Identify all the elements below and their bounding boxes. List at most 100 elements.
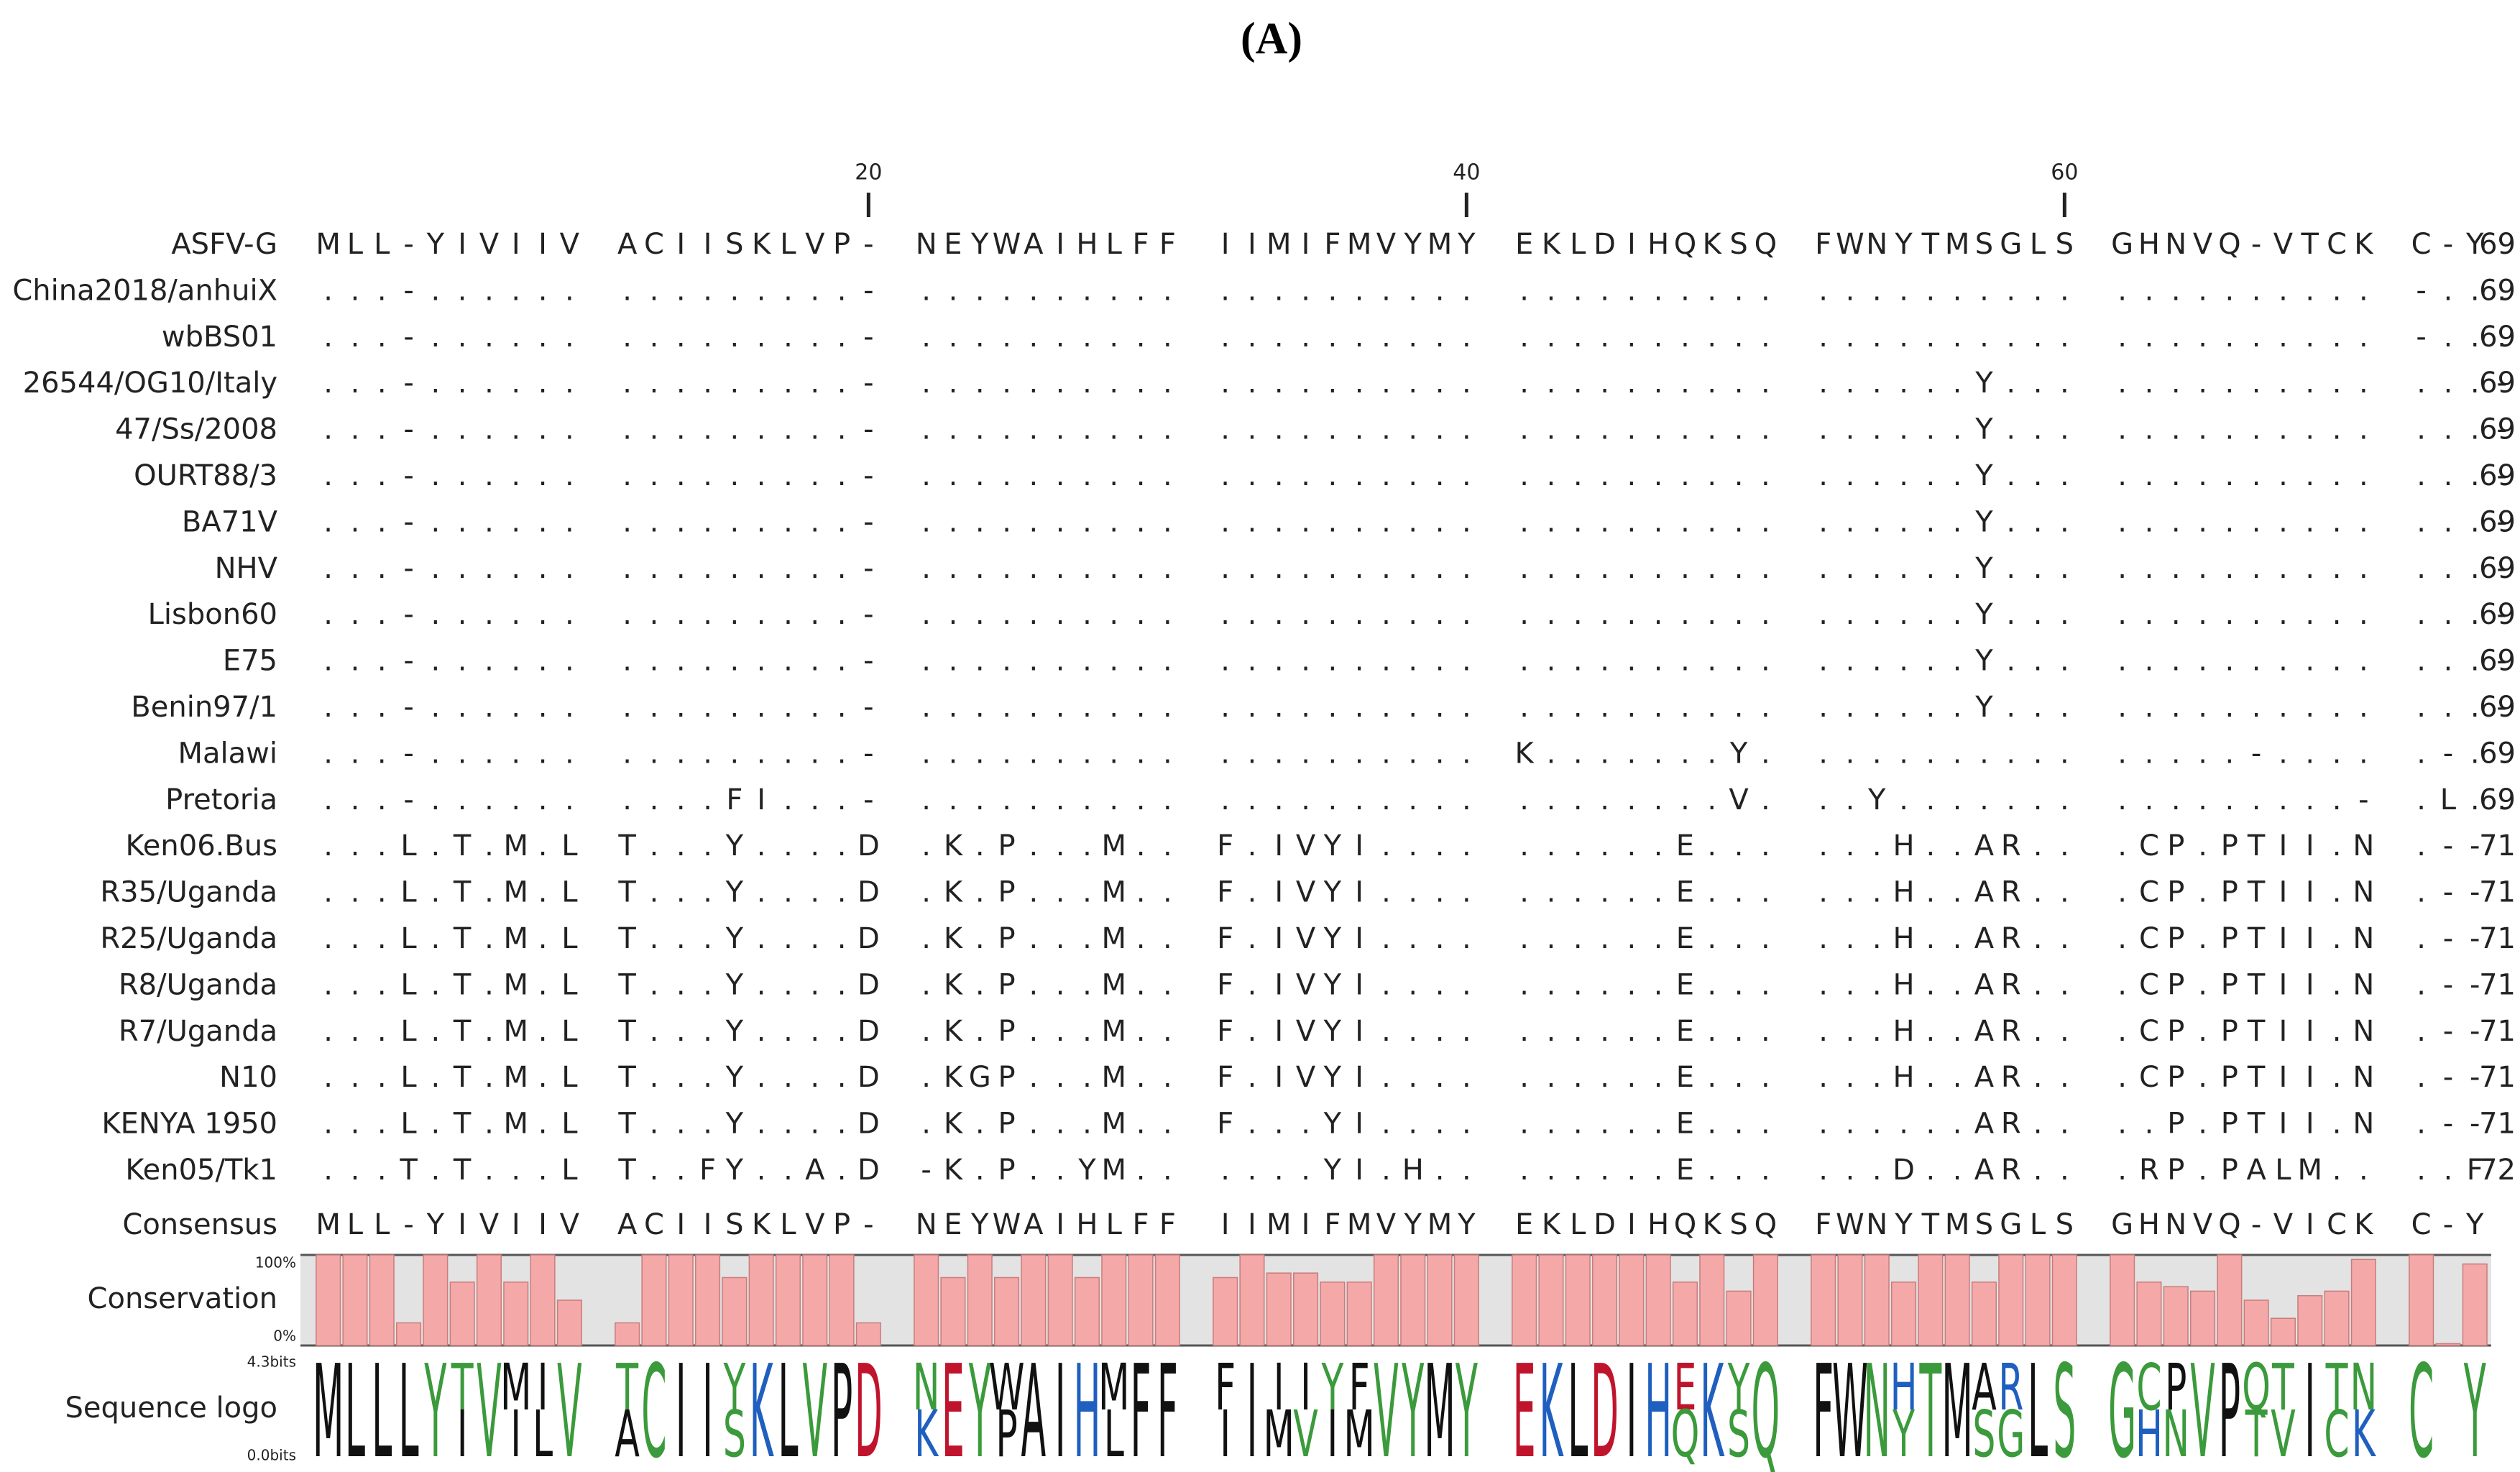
residue: . <box>1136 367 1146 400</box>
residue: F <box>1324 228 1341 261</box>
residue: . <box>2198 968 2207 1001</box>
residue: . <box>1301 459 1310 492</box>
residue: . <box>837 829 847 862</box>
residue: K <box>1515 737 1535 770</box>
residue: . <box>2117 459 2127 492</box>
logo-letter: I <box>2304 1338 2315 1472</box>
residue: . <box>1408 413 1417 446</box>
residue: . <box>323 876 333 909</box>
residue: . <box>921 691 931 724</box>
residue: A <box>1974 1154 1995 1187</box>
residue: . <box>1872 598 1882 631</box>
sequence-length: 69 <box>2479 228 2516 261</box>
residue: . <box>1600 459 1609 492</box>
logo-letter: M <box>1343 1398 1375 1472</box>
residue: . <box>2359 552 2368 585</box>
residue: . <box>1926 367 1935 400</box>
residue: . <box>1056 459 1065 492</box>
residue: . <box>1979 321 1989 354</box>
residue: . <box>1926 1154 1935 1187</box>
residue: . <box>2444 645 2453 678</box>
residue: E <box>944 228 962 261</box>
residue: . <box>351 829 360 862</box>
residue: L <box>1106 228 1123 261</box>
residue: M <box>316 228 341 261</box>
residue: . <box>1163 367 1172 400</box>
residue: I <box>2279 1061 2288 1094</box>
residue: P <box>2221 876 2238 909</box>
residue: . <box>1301 321 1310 354</box>
logo-letter: I <box>702 1338 713 1472</box>
residue: . <box>2198 459 2207 492</box>
residue: . <box>458 783 467 816</box>
residue: K <box>1703 228 1723 261</box>
residue: . <box>757 1061 766 1094</box>
residue: . <box>1547 645 1556 678</box>
residue: . <box>1761 505 1770 538</box>
consensus-residue: V <box>1376 1208 1397 1241</box>
residue: . <box>1680 367 1690 400</box>
residue: . <box>2145 737 2154 770</box>
residue: . <box>676 922 686 955</box>
residue: . <box>2278 505 2288 538</box>
residue: - <box>863 737 873 770</box>
logo-letter: C <box>641 1338 666 1472</box>
residue: . <box>484 274 494 307</box>
residue: . <box>1734 829 1744 862</box>
residue: . <box>783 922 793 955</box>
residue: . <box>1248 367 1257 400</box>
residue: . <box>1872 274 1882 307</box>
consensus-residue: Y <box>426 1208 445 1241</box>
residue: . <box>2252 321 2261 354</box>
residue: . <box>484 645 494 678</box>
residue: . <box>2332 413 2342 446</box>
residue: . <box>2470 459 2480 492</box>
residue: . <box>949 321 958 354</box>
residue: . <box>323 459 333 492</box>
residue: . <box>1734 459 1744 492</box>
residue: . <box>2278 691 2288 724</box>
residue: . <box>2145 505 2154 538</box>
residue: . <box>1082 274 1092 307</box>
residue: . <box>2416 876 2426 909</box>
residue: . <box>1519 691 1529 724</box>
residue: . <box>1846 321 1855 354</box>
logo-letter: L <box>372 1338 392 1472</box>
residue: . <box>1136 1108 1146 1141</box>
residue: S <box>725 228 743 261</box>
residue: . <box>783 274 793 307</box>
residue: . <box>1355 413 1364 446</box>
residue: . <box>431 876 440 909</box>
consensus-residue: L <box>347 1208 364 1241</box>
residue: . <box>1163 1154 1172 1187</box>
conservation-bar <box>1752 1254 1778 1346</box>
residue: . <box>975 737 985 770</box>
residue: . <box>1109 459 1118 492</box>
residue: . <box>2305 367 2314 400</box>
residue: . <box>1248 829 1257 862</box>
residue: V <box>2273 228 2294 261</box>
residue: . <box>2252 645 2261 678</box>
residue: . <box>975 1154 985 1187</box>
residue: . <box>1435 505 1445 538</box>
residue: . <box>1029 1108 1038 1141</box>
residue: Y <box>725 829 744 862</box>
residue: . <box>2225 505 2234 538</box>
conservation-bar <box>668 1254 694 1346</box>
logo-letter: P <box>995 1398 1017 1472</box>
residue: . <box>2252 367 2261 400</box>
conservation-bar <box>695 1254 721 1346</box>
residue: . <box>837 367 847 400</box>
residue: . <box>323 829 333 862</box>
residue: . <box>1547 321 1556 354</box>
residue: - <box>403 645 413 678</box>
sequence-name: wbBS01 <box>162 321 277 354</box>
consensus-residue: A <box>617 1208 638 1241</box>
residue: . <box>1029 737 1038 770</box>
residue: . <box>2171 552 2181 585</box>
residue: . <box>1029 321 1038 354</box>
conservation-bar <box>2243 1300 2269 1346</box>
residue: C <box>2139 922 2159 955</box>
conservation-bar <box>1699 1254 1725 1346</box>
residue: . <box>2198 737 2207 770</box>
